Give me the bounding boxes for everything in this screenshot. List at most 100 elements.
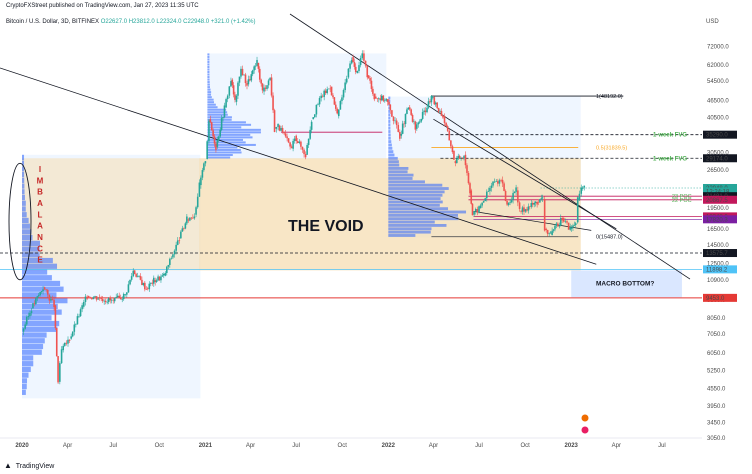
candle-body	[83, 302, 85, 307]
candle-body	[566, 221, 568, 223]
price-tag-label: 9453.0	[706, 296, 725, 302]
candle-body	[219, 129, 221, 137]
candle-body	[454, 161, 457, 164]
ohlc-values: O22627.0 H23812.0 L22324.0 C22948.0 +321…	[100, 19, 256, 25]
candle-body	[354, 66, 357, 73]
volume-profile-2022	[388, 96, 467, 237]
fib-1-label: 1(48192.0)	[596, 94, 623, 100]
candle-body	[309, 129, 311, 139]
candle-body	[170, 258, 173, 259]
y-tick-label: 46500.0	[707, 99, 729, 105]
candle-body	[526, 209, 528, 211]
candle-body	[269, 78, 271, 81]
volume-bar	[388, 210, 467, 214]
volume-bar	[388, 180, 425, 184]
volume-bar	[207, 58, 210, 61]
candle-body	[356, 71, 359, 74]
candle-body	[304, 154, 307, 158]
candle-body	[86, 296, 88, 299]
candle-body	[189, 217, 191, 221]
candle-body	[367, 75, 370, 79]
candle-body	[372, 88, 374, 94]
candle-body	[296, 141, 299, 143]
volume-bar	[22, 263, 58, 269]
candle-body	[394, 120, 396, 122]
candle-body	[471, 203, 474, 216]
candle-body	[42, 289, 44, 292]
candle-body	[573, 224, 576, 226]
candle-body	[557, 223, 559, 227]
volume-bar	[388, 163, 400, 167]
candle-body	[336, 108, 338, 114]
candle-body	[332, 95, 334, 98]
volume-bar	[207, 133, 251, 136]
fvg-lower-label: 1-week FVG	[653, 156, 687, 162]
volume-bar	[22, 223, 30, 229]
tradingview-brand[interactable]: ▲ TradingView	[4, 461, 54, 470]
time-axis: 2020 Apr Jul Oct 2021 Apr Jul Oct 2022 Apr Jul Oct 2…	[0, 437, 702, 449]
candle-body	[241, 68, 244, 76]
axis-currency-label: USD	[706, 19, 719, 25]
imbalance-letter: L	[38, 210, 43, 219]
candle-body	[146, 288, 149, 290]
candle-body	[413, 121, 415, 123]
candle-body	[466, 165, 468, 173]
candle-body	[389, 104, 392, 111]
price-tag-bg	[703, 293, 737, 302]
candle-body	[380, 95, 383, 101]
price-tag-bg	[703, 187, 737, 196]
y-tick-label: 30500.0	[707, 151, 729, 157]
candle-body	[442, 115, 444, 118]
volume-bar	[388, 96, 391, 100]
candle-body	[330, 86, 333, 96]
volume-bar	[388, 140, 392, 144]
candle-body	[555, 223, 558, 226]
volume-bar	[207, 148, 241, 151]
candle-body	[580, 187, 583, 194]
candle-body	[200, 177, 202, 186]
volume-bar	[388, 217, 459, 221]
candle-body	[149, 282, 152, 284]
volume-bar	[207, 68, 210, 71]
candle-body	[144, 282, 146, 290]
candle-body	[70, 336, 72, 339]
candles	[22, 50, 586, 385]
candle-body	[277, 123, 279, 127]
y-tick-label: 10900.0	[707, 278, 729, 284]
candle-body	[87, 295, 90, 298]
candle-body	[327, 88, 330, 90]
candle-body	[361, 53, 364, 59]
candle-body	[391, 110, 393, 117]
price-tag: 29174.0	[703, 154, 737, 163]
volume-bar	[22, 166, 25, 172]
candle-body	[76, 316, 79, 325]
price-tag-bg	[703, 265, 737, 274]
candle-body	[81, 305, 83, 310]
candle-body	[510, 199, 513, 203]
candle-body	[569, 227, 572, 230]
candle-body	[151, 282, 154, 284]
volume-bar	[388, 150, 394, 154]
volume-bar	[388, 173, 414, 177]
candle-body	[253, 66, 255, 71]
candle-body	[434, 102, 437, 105]
candle-body	[448, 130, 451, 141]
candle-body	[404, 113, 407, 125]
channel-top-trendline	[433, 118, 617, 230]
candle-body	[244, 74, 247, 84]
candle-body	[250, 74, 253, 81]
volume-bar	[22, 212, 27, 218]
candle-body	[437, 107, 440, 112]
volume-bar	[22, 343, 44, 350]
candle-body	[358, 65, 360, 72]
candle-body	[115, 297, 118, 298]
candle-body	[543, 198, 546, 231]
price-tag: 17820.3	[703, 215, 737, 224]
volume-bar	[388, 99, 391, 103]
candle-body	[401, 123, 404, 134]
candle-body	[363, 53, 365, 61]
candle-body	[411, 114, 414, 122]
volume-bar	[22, 292, 57, 298]
volume-bar	[207, 128, 261, 131]
